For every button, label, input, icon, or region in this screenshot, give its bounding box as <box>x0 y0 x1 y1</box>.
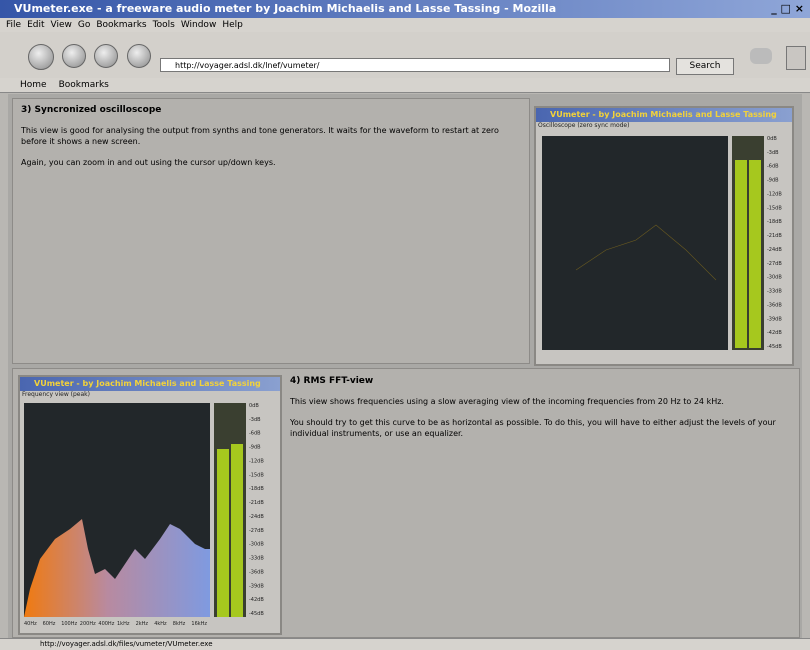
window-controls[interactable]: _ □ × <box>771 0 804 18</box>
meter-scale-label: -27dB <box>767 261 782 267</box>
frequency-label: 1kHz <box>117 621 130 627</box>
frequency-label: 200Hz <box>80 621 96 627</box>
meter-window-subtitle: Oscilloscope (zero sync mode) <box>536 122 792 130</box>
level-bar <box>231 444 243 617</box>
meter-scale-label: -21dB <box>249 500 264 506</box>
level-bar <box>749 160 761 348</box>
meter-scale-label: -30dB <box>249 542 264 548</box>
meter-scale-label: -12dB <box>767 191 782 197</box>
page: {"window": {"title": "VUmeter.exe - a fr… <box>0 0 810 649</box>
section-text: 4) RMS FFT-view This view shows frequenc… <box>290 376 790 439</box>
meter-scale-label: -15dB <box>249 472 264 478</box>
title-bar: VUmeter.exe - a freeware audio meter by … <box>0 0 810 18</box>
home-button[interactable]: Home <box>20 80 47 90</box>
section-panel: 3) Syncronized oscilloscope This view is… <box>12 98 530 364</box>
status-bar: http://voyager.adsl.dk/files/vumeter/VUm… <box>0 638 810 650</box>
bookmarks-bar: Home Bookmarks <box>0 78 810 93</box>
meter-scale-label: -15dB <box>767 205 782 211</box>
meter-scale-label: -12dB <box>249 458 264 464</box>
meter-window: VUmeter - by Joachim Michaelis and Lasse… <box>534 106 794 366</box>
frequency-label: 8kHz <box>173 621 186 627</box>
level-bar <box>735 160 747 348</box>
section-heading: 3) Syncronized oscilloscope <box>21 105 521 115</box>
menu-bar: File Edit View Go Bookmarks Tools Window Help <box>0 18 810 32</box>
meter-scale-label: -39dB <box>767 316 782 322</box>
menu-item[interactable]: Bookmarks <box>96 20 146 30</box>
frequency-label: 2kHz <box>136 621 149 627</box>
menu-item[interactable]: Window <box>181 20 217 30</box>
oscilloscope: 0dB -3dB -6dB -9dB -12dB -15dB -18dB -21dB -24dB… <box>536 130 790 358</box>
content-area: 3) Syncronized oscilloscope This view is… <box>8 94 802 638</box>
back-button[interactable] <box>28 44 54 70</box>
menu-item[interactable]: File <box>6 20 21 30</box>
meter-scale-label: -18dB <box>249 486 264 492</box>
meter-scale-label: -3dB <box>249 417 261 423</box>
meter-scale-label: -33dB <box>767 289 782 295</box>
frequency-label: 40Hz <box>24 621 37 627</box>
meter-scale-label: -24dB <box>249 514 264 520</box>
meter-window-title: VUmeter - by Joachim Michaelis and Lasse… <box>536 108 792 122</box>
meter-scale-label: -21dB <box>767 233 782 239</box>
meter-scale-label: -45dB <box>767 344 782 350</box>
meter-scale-label: -6dB <box>767 164 779 170</box>
menu-item[interactable]: Help <box>222 20 243 30</box>
meter-scale-label: -33dB <box>249 556 264 562</box>
meter-scale-label: -30dB <box>767 275 782 281</box>
frequency-label: 60Hz <box>43 621 56 627</box>
meter-scale-label: -39dB <box>249 583 264 589</box>
frequency-label: 16kHz <box>191 621 207 627</box>
throbber <box>786 46 806 70</box>
bookmarks-button[interactable]: Bookmarks <box>59 80 109 90</box>
menu-item[interactable]: Edit <box>27 20 44 30</box>
meter-scale-label: 0dB <box>767 136 777 142</box>
menu-item[interactable]: View <box>51 20 72 30</box>
reload-button[interactable] <box>94 44 118 68</box>
meter-scale-label: -24dB <box>767 247 782 253</box>
paragraph: This view shows frequencies using a slow… <box>290 396 790 407</box>
paragraph: You should try to get this curve to be a… <box>290 417 790 439</box>
frequency-label: 4kHz <box>154 621 167 627</box>
meter-scale-label: -42dB <box>249 597 264 603</box>
meter-scale-label: -6dB <box>249 431 261 437</box>
meter-scale-label: -18dB <box>767 219 782 225</box>
meter-scale-label: -36dB <box>249 569 264 575</box>
meter-window: VUmeter - by Joachim Michaelis and Lasse… <box>18 375 282 635</box>
search-button[interactable]: Search <box>676 58 734 75</box>
url-field[interactable]: http://voyager.adsl.dk/lnef/vumeter/ <box>160 58 670 72</box>
menu-item[interactable]: Tools <box>153 20 175 30</box>
print-button[interactable] <box>750 48 772 64</box>
meter-scale-label: -42dB <box>767 330 782 336</box>
body: VUmeter.exe - a freeware audio meter by … <box>0 0 810 649</box>
menu-item[interactable]: Go <box>78 20 90 30</box>
frequency-label: 400Hz <box>98 621 114 627</box>
meter-scale-label: -27dB <box>249 528 264 534</box>
meter-scale-label: -3dB <box>767 150 779 156</box>
meter-scale-label: -45dB <box>249 611 264 617</box>
section-heading: 4) RMS FFT-view <box>290 376 790 386</box>
meter-scale-label: -36dB <box>767 302 782 308</box>
meter-scale-label: 0dB <box>249 403 259 409</box>
spectrum-view: 0dB -3dB -6dB -9dB -12dB -15dB -18dB -21dB -24dB… <box>20 399 278 629</box>
level-bar <box>217 449 229 617</box>
meter-scale-label: -9dB <box>767 178 779 184</box>
forward-button[interactable] <box>62 44 86 68</box>
window-title: VUmeter.exe - a freeware audio meter by … <box>14 2 556 15</box>
paragraph: Again, you can zoom in and out using the… <box>21 157 521 168</box>
meter-window-subtitle: Frequency view (peak) <box>20 391 280 399</box>
scope-screen <box>542 136 728 350</box>
stop-button[interactable] <box>127 44 151 68</box>
paragraph: This view is good for analysing the outp… <box>21 125 521 147</box>
meter-scale-label: -9dB <box>249 445 261 451</box>
status-url: http://voyager.adsl.dk/files/vumeter/VUm… <box>40 640 213 648</box>
meter-window-title: VUmeter - by Joachim Michaelis and Lasse… <box>20 377 280 391</box>
frequency-label: 100Hz <box>61 621 77 627</box>
